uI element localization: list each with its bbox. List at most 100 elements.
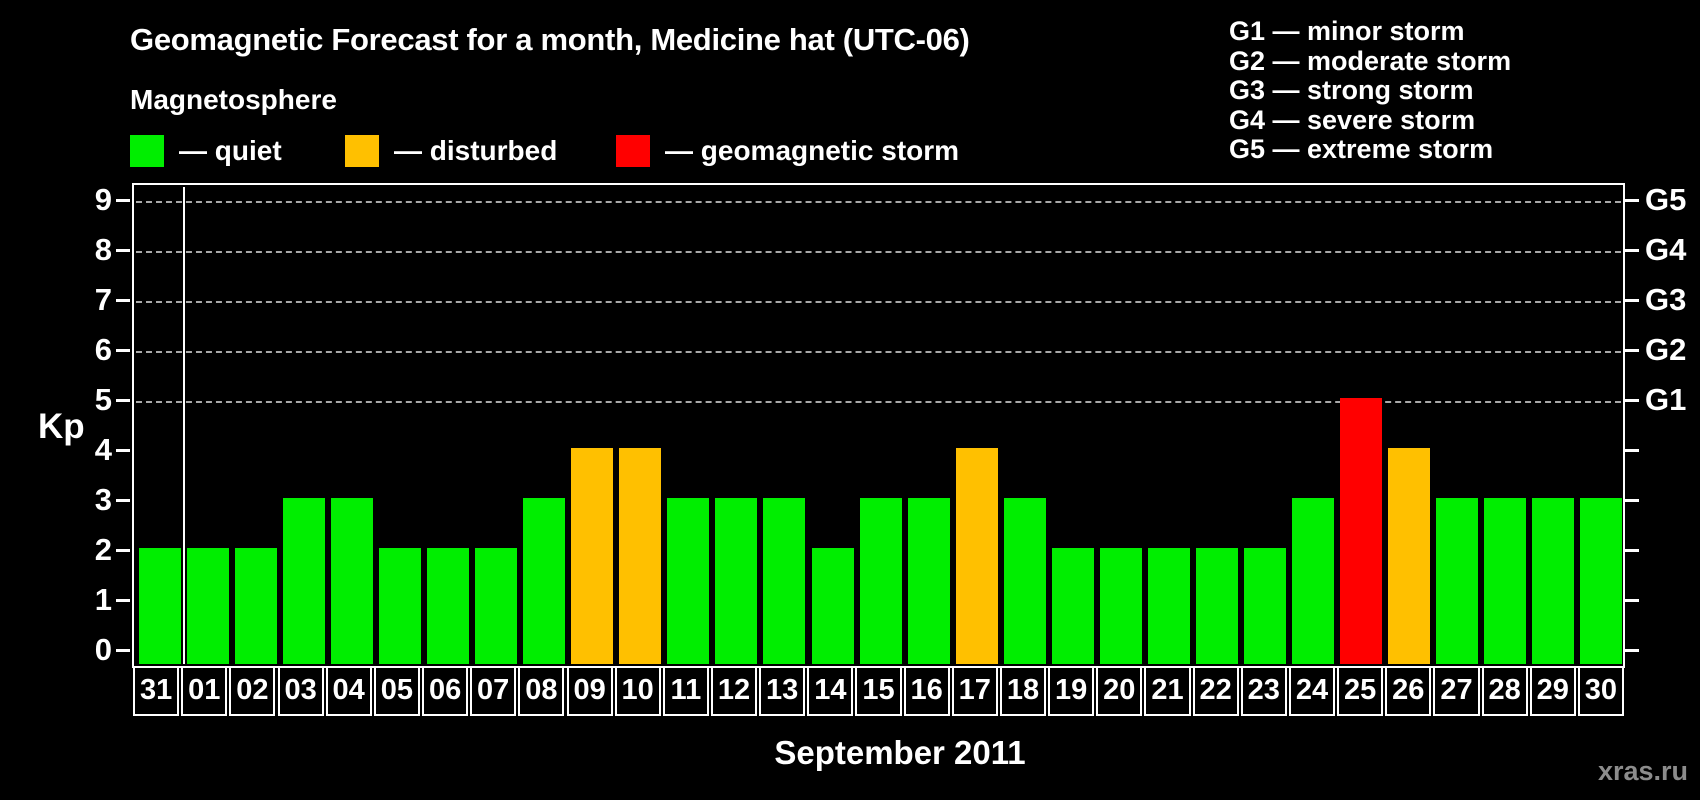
- bar-day-22: [1195, 548, 1238, 664]
- legend-item-disturbed: — disturbed: [345, 134, 557, 168]
- day-label-23: 23: [1240, 666, 1287, 716]
- y-tick-4: [116, 449, 130, 452]
- y-tick-label-0: 0: [94, 632, 112, 667]
- y-tick-label-8: 8: [94, 232, 112, 267]
- y-tick-label-6: 6: [94, 332, 112, 367]
- watermark: xras.ru: [1597, 756, 1688, 786]
- plot-area: [132, 183, 1625, 668]
- bar-day-14: [811, 548, 854, 664]
- y-tick-2: [116, 549, 130, 552]
- right-tick-3: [1625, 499, 1639, 502]
- page-title: Geomagnetic Forecast for a month, Medici…: [130, 22, 970, 57]
- bar-day-24: [1291, 498, 1334, 664]
- y-tick-0: [116, 649, 130, 652]
- bar-day-21: [1147, 548, 1190, 664]
- right-tick-7: [1625, 299, 1639, 302]
- y-axis-label: Kp: [38, 407, 85, 446]
- storm-scale-g3: G3 — strong storm: [1229, 75, 1474, 106]
- day-label-17: 17: [951, 666, 998, 716]
- day-label-03: 03: [277, 666, 324, 716]
- g-scale-label-G1: G1: [1645, 382, 1687, 417]
- bar-day-12: [715, 498, 758, 664]
- right-tick-2: [1625, 549, 1639, 552]
- day-label-09: 09: [566, 666, 613, 716]
- day-label-16: 16: [903, 666, 950, 716]
- right-tick-4: [1625, 449, 1639, 452]
- bar-day-02: [235, 548, 278, 664]
- bar-day-25: [1339, 398, 1382, 664]
- disturbed-color-swatch: [345, 135, 379, 167]
- bar-day-18: [1003, 498, 1046, 664]
- y-tick-label-5: 5: [94, 382, 112, 417]
- day-label-01: 01: [181, 666, 228, 716]
- bar-day-15: [859, 498, 902, 664]
- legend-item-label: — geomagnetic storm: [665, 135, 960, 166]
- right-tick-1: [1625, 599, 1639, 602]
- day-label-12: 12: [710, 666, 758, 716]
- y-tick-6: [116, 349, 130, 352]
- bar-day-20: [1099, 548, 1142, 664]
- y-tick-9: [116, 199, 130, 202]
- y-tick-label-2: 2: [94, 532, 112, 567]
- storm-scale-g2: G2 — moderate storm: [1229, 45, 1512, 76]
- gridline-kp7: [136, 301, 1621, 303]
- y-tick-label-9: 9: [94, 182, 112, 217]
- day-label-11: 11: [662, 666, 709, 716]
- y-tick-7: [116, 299, 130, 302]
- day-label-22: 22: [1192, 666, 1239, 716]
- day-label-26: 26: [1385, 666, 1432, 716]
- legend-item-label: — disturbed: [394, 135, 558, 166]
- y-tick-8: [116, 249, 130, 252]
- right-tick-0: [1625, 649, 1639, 652]
- bar-day-31: [139, 548, 181, 664]
- day-label-15: 15: [855, 666, 902, 716]
- y-tick-label-4: 4: [94, 432, 112, 467]
- gridline-kp8: [136, 251, 1621, 253]
- gridline-kp5: [136, 401, 1621, 403]
- bar-day-16: [907, 498, 950, 664]
- y-tick-3: [116, 499, 130, 502]
- storm-scale-legend: G1 — minor storm G2 — moderate storm G3 …: [1229, 16, 1512, 165]
- bar-day-03: [283, 498, 326, 664]
- quiet-color-swatch: [130, 135, 164, 167]
- gridline-kp6: [136, 351, 1621, 353]
- g-scale-label-G3: G3: [1645, 282, 1687, 317]
- right-tick-5: [1625, 399, 1639, 402]
- bar-day-11: [667, 498, 710, 664]
- day-label-20: 20: [1096, 666, 1143, 716]
- day-label-07: 07: [470, 666, 517, 716]
- day-label-24: 24: [1288, 666, 1336, 716]
- day-label-10: 10: [614, 666, 661, 716]
- bar-day-28: [1483, 498, 1526, 664]
- legend-item-quiet: — quiet: [130, 134, 282, 168]
- bar-day-05: [379, 548, 422, 664]
- bar-day-09: [571, 448, 614, 664]
- day-label-02: 02: [229, 666, 276, 716]
- y-tick-label-1: 1: [94, 582, 112, 617]
- y-tick-1: [116, 599, 130, 602]
- day-label-21: 21: [1144, 666, 1191, 716]
- right-tick-6: [1625, 349, 1639, 352]
- bar-day-30: [1580, 498, 1622, 664]
- bar-day-04: [331, 498, 374, 664]
- y-tick-5: [116, 399, 130, 402]
- bar-day-19: [1051, 548, 1094, 664]
- magnetosphere-legend-heading: Magnetosphere: [130, 84, 337, 115]
- day-label-06: 06: [422, 666, 469, 716]
- right-tick-9: [1625, 199, 1639, 202]
- x-axis-label: September 2011: [774, 734, 1026, 771]
- storm-scale-g1: G1 — minor storm: [1229, 16, 1465, 46]
- bar-day-01: [187, 548, 229, 664]
- bar-day-29: [1531, 498, 1574, 664]
- day-label-row: 31 01 02 03 04 05 06 07 08 09 10 11 12 13 14 15 16 17 18 19…: [132, 666, 1625, 716]
- day-label-25: 25: [1337, 666, 1384, 716]
- legend-item-storm: — geomagnetic storm: [616, 134, 959, 168]
- plot-inner: [136, 187, 1622, 664]
- day-label-30: 30: [1577, 666, 1624, 716]
- day-label-28: 28: [1481, 666, 1528, 716]
- bar-day-27: [1435, 498, 1478, 664]
- storm-scale-g4: G4 — severe storm: [1229, 104, 1476, 135]
- y-tick-label-7: 7: [94, 282, 112, 317]
- day-label-08: 08: [518, 666, 565, 716]
